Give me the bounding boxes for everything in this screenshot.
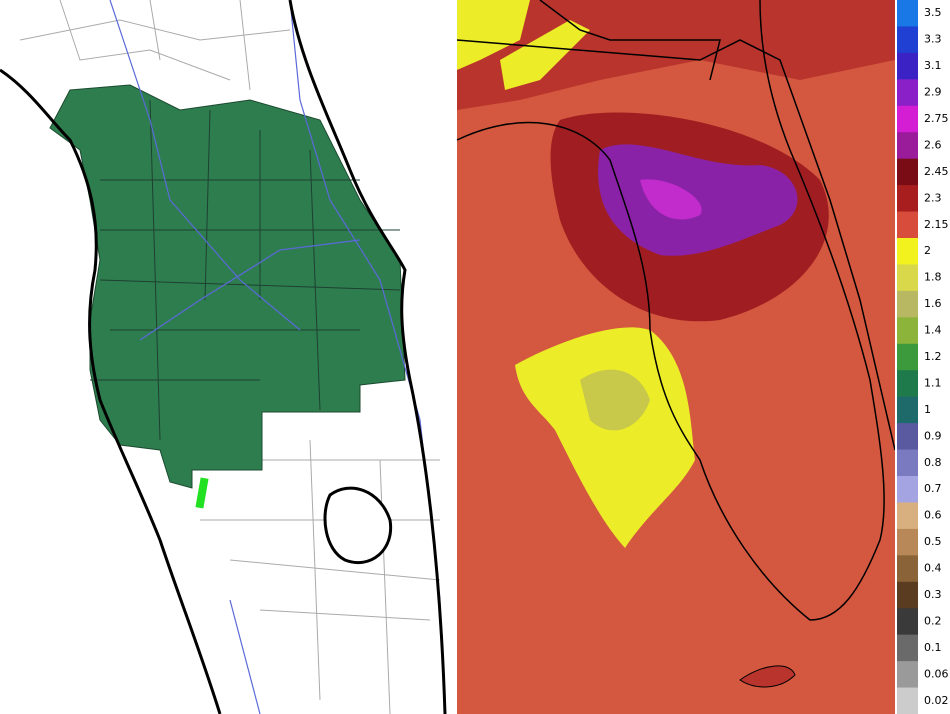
legend-label: 1.6 [924, 297, 942, 310]
legend-swatch [897, 343, 918, 371]
legend-swatch [897, 79, 918, 107]
magenta-region [640, 179, 702, 220]
advisory-map [0, 0, 453, 714]
legend-swatch [897, 290, 918, 318]
legend-label: 0.7 [924, 482, 942, 495]
legend-label: 2.6 [924, 138, 942, 151]
legend-swatch [897, 158, 918, 186]
divider [453, 0, 457, 714]
advisory-area [49, 84, 406, 489]
legend-label: 2.45 [924, 165, 949, 178]
forecast-map [456, 0, 896, 714]
legend-swatch [897, 661, 918, 689]
color-legend: 3.5 3.3 3.1 2.9 2.75 2.6 2.45 2.3 2.15 2 1.8 1.6 1.4… [895, 0, 950, 714]
yellow-region-north [457, 0, 590, 90]
legend-swatch [897, 264, 918, 292]
legend-label: 2.9 [924, 86, 942, 99]
coastline-east [288, 0, 447, 714]
keys [739, 665, 796, 688]
legend-label: 0.1 [924, 641, 942, 654]
legend-swatch [897, 528, 918, 556]
legend-swatch [897, 26, 918, 54]
legend-swatch [897, 238, 918, 265]
legend-label: 3.5 [924, 6, 942, 19]
legend-label: 0.06 [924, 667, 949, 680]
boundaries [456, 0, 896, 451]
legend-label: 1.4 [924, 324, 942, 337]
legend-swatch [897, 502, 918, 530]
legend-label: 0.4 [924, 562, 942, 575]
coastline-west [0, 68, 222, 714]
legend-label: 0.9 [924, 429, 942, 442]
legend-swatch [897, 132, 918, 160]
advisory-county-lines [90, 99, 401, 441]
legend-label: 3.1 [924, 59, 942, 72]
legend-label: 1.8 [924, 271, 942, 284]
map-background [457, 0, 895, 714]
legend-swatch [897, 687, 918, 714]
rivers-roads [109, 0, 441, 714]
legend-swatch [897, 423, 918, 451]
legend-label: 2.15 [924, 218, 949, 231]
legend-label: 0.3 [924, 588, 942, 601]
legend-swatch [897, 634, 918, 662]
legend-swatch [897, 317, 918, 345]
legend-label: 2.75 [924, 112, 949, 125]
legend-label: 3.3 [924, 33, 942, 46]
legend-label: 1.1 [924, 376, 942, 389]
legend-swatch [897, 581, 918, 609]
legend-swatch [897, 0, 918, 27]
purple-region [598, 144, 798, 256]
legend-swatch [897, 396, 918, 424]
legend-swatch [897, 476, 918, 503]
legend-label: 0.02 [924, 694, 949, 707]
legend-swatch [897, 105, 918, 133]
legend-swatch [897, 52, 918, 80]
yellow-region [515, 327, 695, 548]
legend-label: 1 [924, 403, 931, 416]
legend-swatch [897, 370, 918, 398]
coastline [456, 0, 885, 621]
county-lines [19, 0, 441, 714]
legend-label: 2.3 [924, 191, 942, 204]
legend-swatch [897, 608, 918, 636]
legend-label: 1.2 [924, 350, 942, 363]
legend-swatch [897, 185, 918, 213]
legend-swatch [897, 211, 918, 239]
legend-label: 0.5 [924, 535, 942, 548]
legend-label: 0.6 [924, 509, 942, 522]
legend-swatch [897, 555, 918, 583]
legend-label: 2 [924, 244, 931, 257]
lake-okeechobee [323, 486, 393, 565]
olive-region [580, 369, 650, 431]
legend-label: 0.8 [924, 456, 942, 469]
legend-swatch [897, 449, 918, 477]
legend-label: 0.2 [924, 614, 942, 627]
small-advisory-area [195, 477, 209, 509]
